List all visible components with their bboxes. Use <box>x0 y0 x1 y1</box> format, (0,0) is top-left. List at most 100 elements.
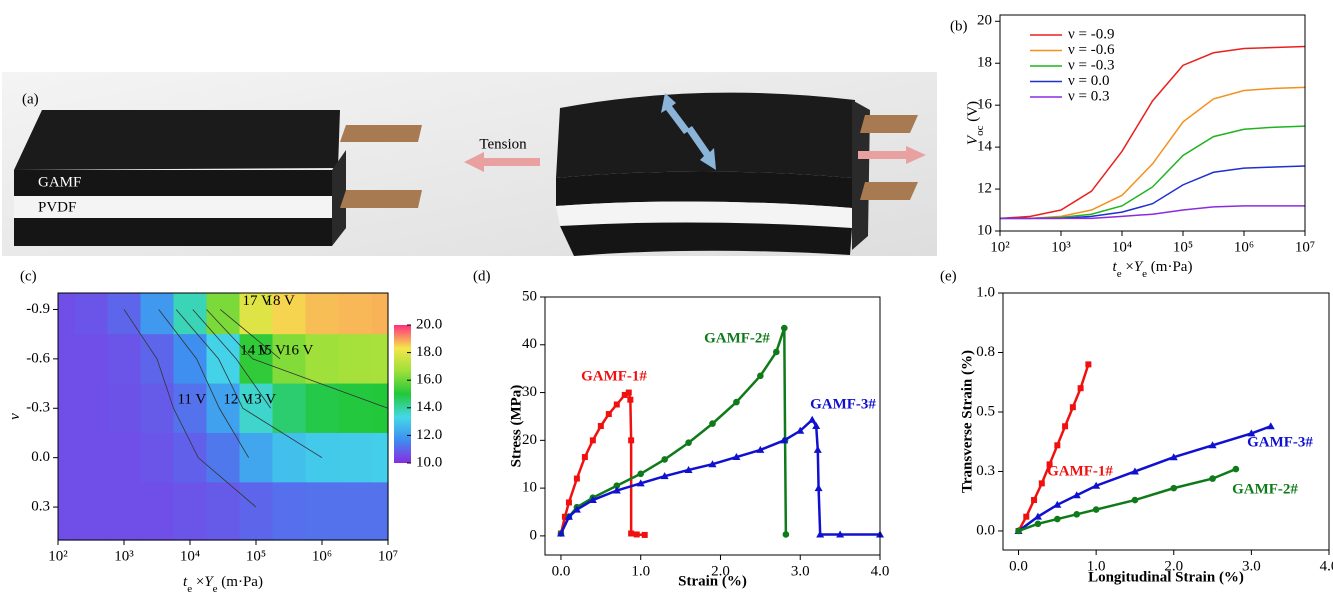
x-axis-label: te ×Ye (m·Pa) <box>183 574 263 594</box>
heat-cell <box>173 482 207 540</box>
y-tick-label: 0.0 <box>31 449 50 465</box>
heat-cell <box>372 433 389 483</box>
marker <box>814 446 822 453</box>
series-line <box>561 328 786 534</box>
heat-cell <box>58 293 75 335</box>
heat-cell <box>339 334 373 384</box>
marker <box>808 416 816 423</box>
marker <box>1054 442 1060 448</box>
marker <box>628 531 634 537</box>
layer-label: PVDF <box>38 199 76 215</box>
label-part: ν <box>7 413 23 420</box>
marker <box>598 423 604 429</box>
series-line <box>1000 126 1305 218</box>
heat-cell <box>372 334 389 384</box>
heat-cell <box>339 293 373 335</box>
heat-cell <box>207 334 241 384</box>
x-tick-label: 10⁶ <box>312 548 332 564</box>
marker <box>590 437 596 443</box>
heat-cell <box>74 384 108 434</box>
heat-cell <box>58 482 75 540</box>
heat-cell <box>207 293 241 335</box>
label-part: (m·Pa) <box>1147 259 1192 275</box>
panel-label: (b) <box>950 18 968 34</box>
y-tick-label: -0.3 <box>26 400 50 416</box>
heat-cell <box>173 433 207 483</box>
marker <box>757 373 764 380</box>
heat-cell <box>273 433 307 483</box>
marker <box>1267 422 1275 429</box>
y-tick-label: 0.5 <box>976 403 995 419</box>
heat-cell <box>74 334 108 384</box>
y-tick-label: 20 <box>977 13 992 29</box>
heat-cell <box>140 482 174 540</box>
legend-label: ν = -0.6 <box>1068 42 1115 58</box>
heat-cell <box>107 334 141 384</box>
series-label: GAMF-2# <box>1232 481 1298 497</box>
x-tick-label: 10³ <box>114 548 134 564</box>
series-line <box>1000 46 1305 218</box>
marker <box>1093 506 1100 513</box>
marker <box>637 470 644 477</box>
heat-cell <box>306 433 340 483</box>
contour-label: 11 V <box>177 392 206 408</box>
heat-cell <box>107 482 141 540</box>
x-tick-label: 10² <box>990 239 1010 255</box>
y-tick-label: 10 <box>977 222 992 238</box>
x-tick-label: 0.0 <box>1009 558 1028 574</box>
marker <box>709 420 716 427</box>
marker <box>1031 497 1037 503</box>
arrow-label: Tension <box>479 136 527 152</box>
panel-label: (c) <box>20 268 37 284</box>
heat-cell <box>306 482 340 540</box>
gamf-layer <box>14 218 332 246</box>
marker <box>1070 404 1076 410</box>
colorbar-tick-label: 18.0 <box>416 344 442 360</box>
panel-label: (e) <box>940 268 957 284</box>
colorbar-tick-label: 16.0 <box>416 372 442 388</box>
heat-cell <box>140 293 174 335</box>
contour-label: 13 V <box>247 392 276 408</box>
y-tick-label: 0.3 <box>976 463 995 479</box>
x-tick-label: 0.0 <box>552 563 571 579</box>
contour-label: 16 V <box>284 342 313 358</box>
x-tick-label: 4.0 <box>1320 558 1333 574</box>
series-line <box>1000 206 1305 219</box>
heat-cell <box>74 433 108 483</box>
heat-cell <box>273 482 307 540</box>
x-tick-label: 10⁶ <box>1234 239 1254 255</box>
series-label: GAMF-3# <box>1247 434 1313 450</box>
label-part: oc <box>974 125 986 136</box>
block-top <box>14 110 340 170</box>
x-tick-label: 10⁷ <box>1295 239 1315 255</box>
x-axis-label: te ×Ye (m·Pa) <box>1113 259 1193 279</box>
x-tick-label: 10⁵ <box>246 548 266 564</box>
marker <box>661 456 668 463</box>
marker <box>606 411 612 417</box>
legend-label: ν = -0.3 <box>1068 57 1115 73</box>
heat-cell <box>240 482 274 540</box>
y-tick-label: 10 <box>522 480 537 496</box>
y-tick-label: 40 <box>522 336 537 352</box>
marker <box>634 531 640 537</box>
marker <box>1054 516 1061 523</box>
marker <box>733 399 740 406</box>
marker <box>614 402 620 408</box>
heat-cell <box>372 482 389 540</box>
colorbar <box>394 325 411 463</box>
y-tick-label: 18 <box>977 55 992 71</box>
heat-cell <box>207 433 241 483</box>
x-tick-label: 10³ <box>1051 239 1071 255</box>
contour-label: 15 V <box>257 342 286 358</box>
marker <box>1023 514 1029 520</box>
layer-label: GAMF <box>38 174 81 190</box>
marker <box>1209 475 1216 482</box>
marker <box>1132 497 1139 504</box>
heat-cell <box>207 482 241 540</box>
x-tick-label: 3.0 <box>791 563 810 579</box>
series-label: GAMF-3# <box>810 396 876 412</box>
label-part: × <box>192 574 204 590</box>
x-axis-label: Longitudinal Strain (%) <box>1088 569 1244 585</box>
plot-frame <box>1003 293 1329 550</box>
marker <box>1015 528 1022 535</box>
